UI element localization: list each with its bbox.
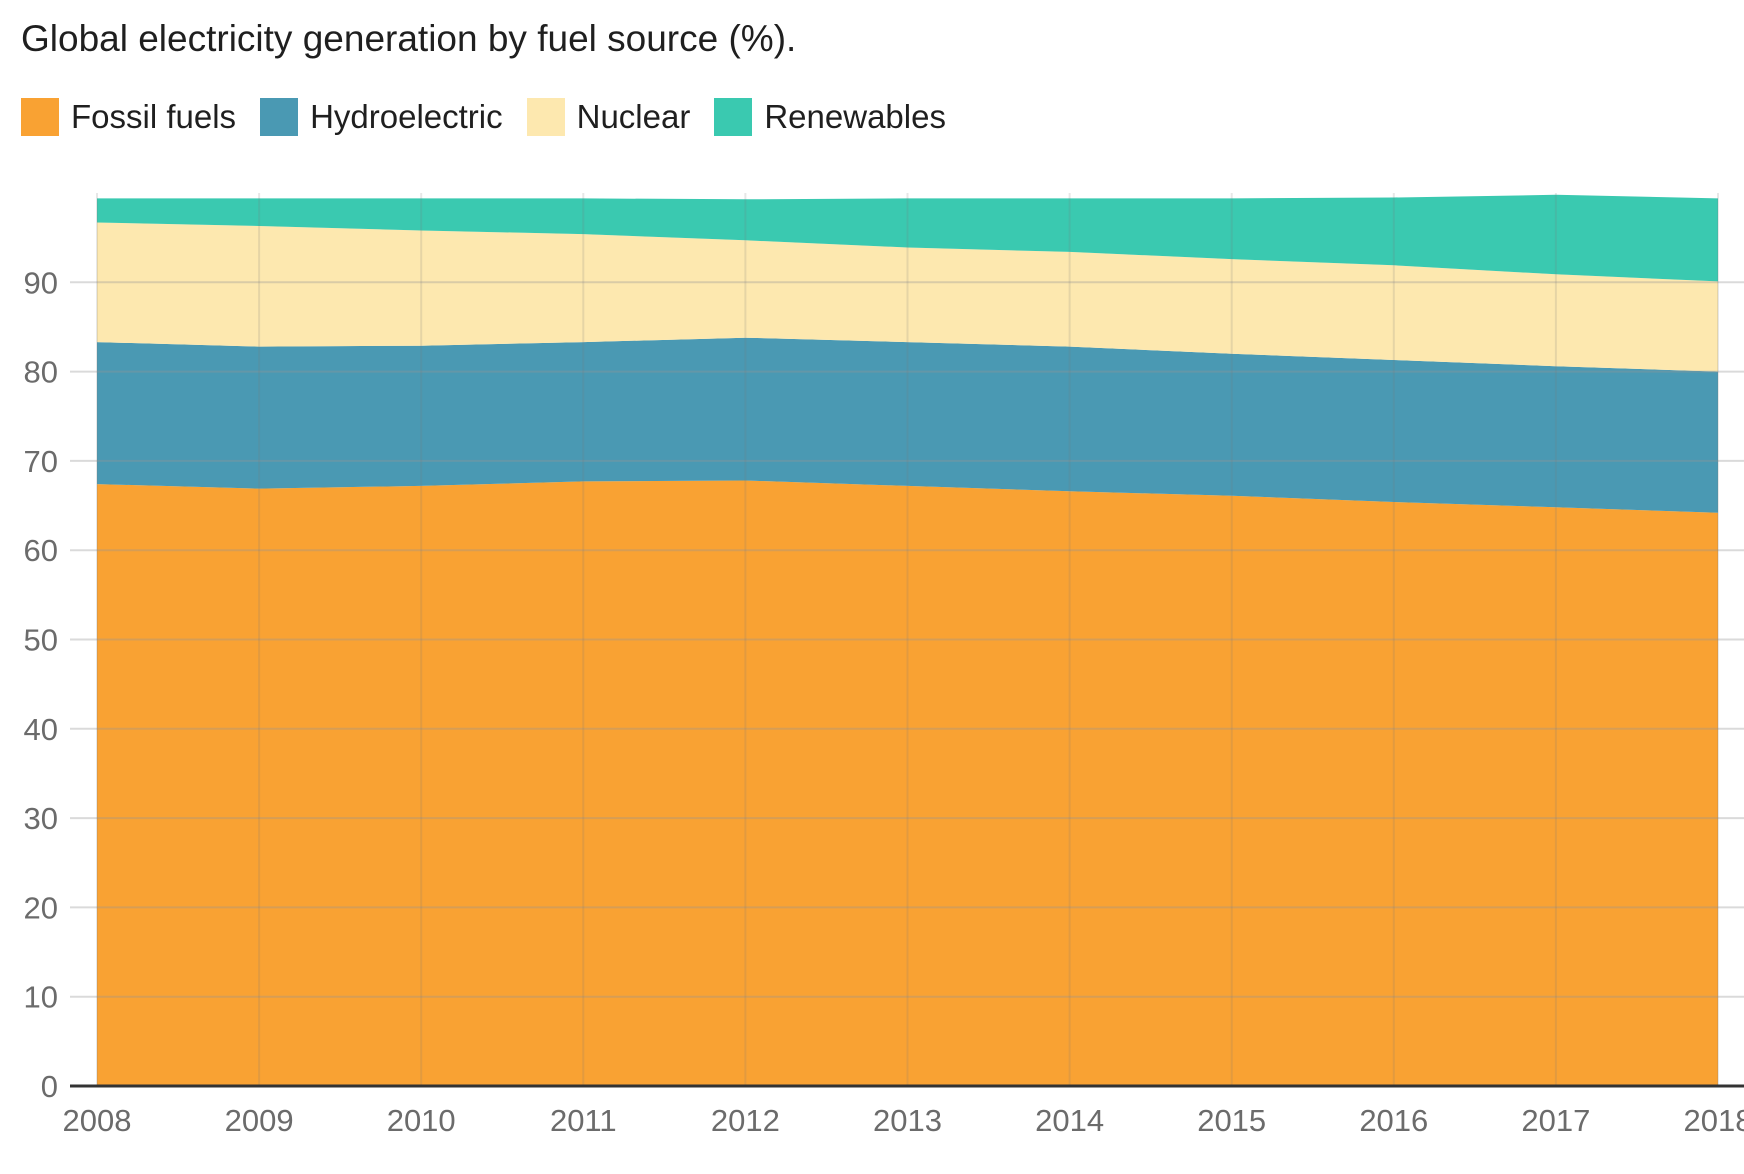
legend-swatch-hydroelectric bbox=[260, 98, 299, 136]
x-tick-label-2009: 2009 bbox=[225, 1103, 294, 1138]
legend-swatch-fossil-fuels bbox=[21, 98, 59, 136]
chart-title: Global electricity generation by fuel so… bbox=[21, 18, 797, 59]
y-tick-label-30: 30 bbox=[24, 801, 58, 836]
legend: Fossil fuels Hydroelectric Nuclear Renew… bbox=[21, 98, 970, 136]
legend-label-nuclear: Nuclear bbox=[576, 98, 691, 135]
legend-item-hydroelectric[interactable]: Hydroelectric bbox=[260, 98, 503, 136]
y-tick-label-0: 0 bbox=[41, 1069, 58, 1104]
axes: 0 10 20 30 40 50 60 70 80 90 2008 2009 2010 2011 2012 2… bbox=[24, 265, 1744, 1138]
area-hydroelectric[interactable] bbox=[97, 337, 1718, 513]
x-tick-label-2008: 2008 bbox=[63, 1103, 132, 1138]
area-fossil-fuels[interactable] bbox=[97, 480, 1718, 1087]
x-tick-label-2015: 2015 bbox=[1197, 1103, 1266, 1138]
x-tick-label-2013: 2013 bbox=[873, 1103, 942, 1138]
x-tick-label-2012: 2012 bbox=[711, 1103, 780, 1138]
y-tick-label-70: 70 bbox=[24, 444, 58, 479]
legend-swatch-renewables bbox=[714, 98, 753, 136]
x-tick-label-2014: 2014 bbox=[1035, 1103, 1104, 1138]
y-tick-label-20: 20 bbox=[24, 890, 58, 925]
area-nuclear[interactable] bbox=[97, 222, 1718, 372]
legend-label-renewables: Renewables bbox=[764, 98, 946, 135]
areas-layer bbox=[97, 194, 1718, 1087]
gridlines bbox=[70, 193, 1744, 1086]
x-tick-label-2011: 2011 bbox=[550, 1103, 617, 1138]
y-tick-label-10: 10 bbox=[24, 980, 58, 1015]
y-tick-label-80: 80 bbox=[24, 355, 58, 390]
x-tick-label-2016: 2016 bbox=[1359, 1103, 1428, 1138]
y-tick-label-60: 60 bbox=[24, 533, 58, 568]
area-renewables[interactable] bbox=[97, 194, 1718, 282]
legend-item-nuclear[interactable]: Nuclear bbox=[526, 98, 691, 136]
legend-item-fossil-fuels[interactable]: Fossil fuels bbox=[21, 98, 236, 136]
legend-label-hydroelectric: Hydroelectric bbox=[310, 98, 503, 135]
y-tick-label-40: 40 bbox=[24, 712, 58, 747]
x-tick-label-2010: 2010 bbox=[387, 1103, 456, 1138]
x-tick-label-2018: 2018 bbox=[1684, 1103, 1744, 1138]
y-tick-label-90: 90 bbox=[24, 265, 58, 300]
legend-item-renewables[interactable]: Renewables bbox=[714, 98, 946, 136]
legend-label-fossil-fuels: Fossil fuels bbox=[71, 98, 237, 135]
legend-swatch-nuclear bbox=[526, 98, 565, 136]
x-tick-label-2017: 2017 bbox=[1521, 1103, 1590, 1138]
y-tick-label-50: 50 bbox=[24, 623, 58, 658]
